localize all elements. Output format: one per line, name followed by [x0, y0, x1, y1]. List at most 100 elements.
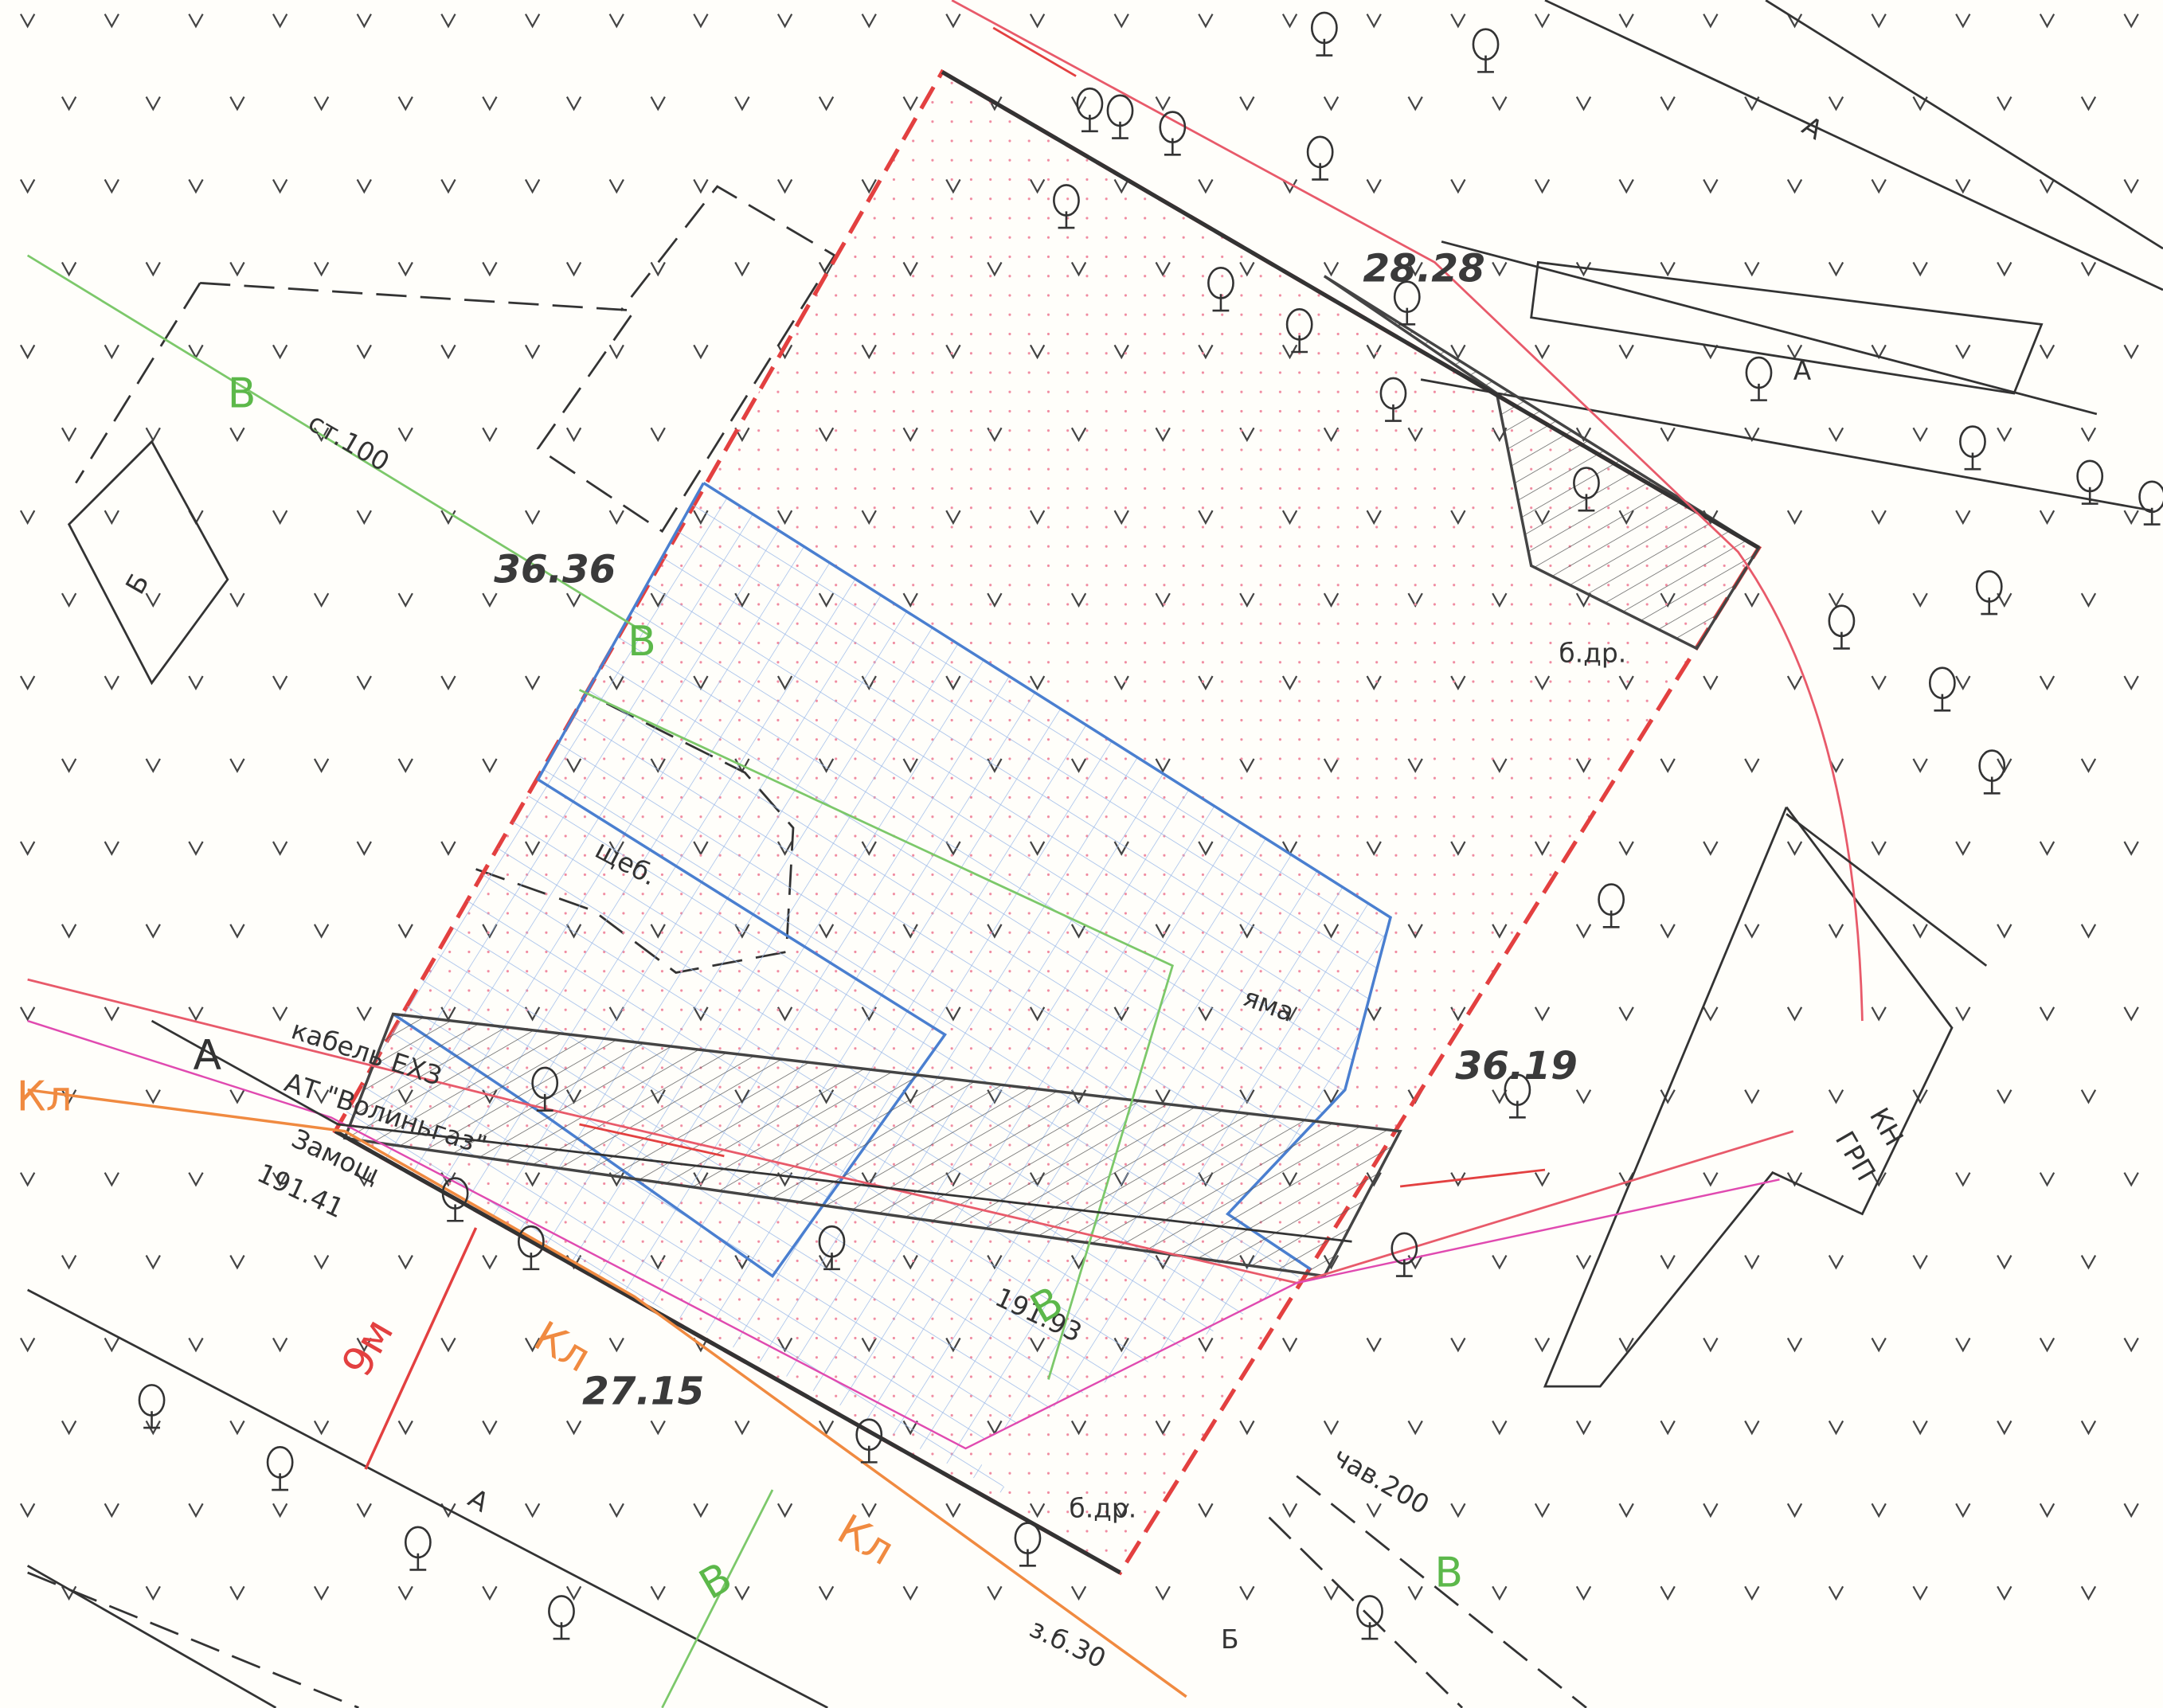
marsh-symbol — [104, 510, 119, 526]
tree-label: б.др. — [1559, 638, 1626, 669]
marsh-symbol — [1575, 1585, 1592, 1601]
distance-label: 9м — [333, 1311, 403, 1385]
marsh-symbol — [1828, 592, 1844, 608]
marsh-symbol — [1407, 261, 1423, 277]
marsh-symbol — [440, 178, 456, 194]
marsh-symbol — [1660, 427, 1676, 443]
trees — [138, 11, 2163, 1640]
marsh-symbol — [1450, 344, 1466, 360]
marsh-symbol — [1912, 261, 1928, 277]
marsh-symbol — [524, 1337, 541, 1353]
parcel-edge — [941, 70, 1760, 550]
marsh-symbol — [818, 1420, 835, 1436]
building-kn — [1543, 806, 1954, 1388]
marsh-symbol — [902, 1585, 918, 1601]
marsh-symbol — [818, 1585, 835, 1601]
side-length: 36.36 — [494, 547, 616, 592]
marsh-symbol — [1407, 1420, 1423, 1436]
marsh-symbol — [1955, 178, 1971, 194]
marsh-symbol — [104, 14, 119, 29]
marsh-symbol — [1660, 1255, 1676, 1270]
marsh-symbol — [1703, 344, 1719, 360]
marsh-symbol — [145, 1420, 161, 1436]
tree-stem — [1981, 597, 1998, 616]
marsh-symbol — [145, 1089, 161, 1104]
tree-stem — [1385, 404, 1402, 422]
marsh-symbol — [272, 1337, 288, 1353]
marsh-symbol — [1281, 1337, 1298, 1353]
marsh-symbol — [104, 1172, 119, 1187]
marsh-symbol — [1575, 1089, 1592, 1104]
tree-crown — [1053, 184, 1080, 217]
marsh-symbol — [19, 14, 36, 29]
marsh-symbol — [1618, 1006, 1634, 1022]
marsh-symbol — [1198, 1503, 1214, 1518]
tree-stem — [143, 1411, 160, 1429]
marsh-symbol — [1450, 178, 1466, 194]
marsh-symbol — [1955, 1006, 1971, 1022]
tree-stem — [1983, 776, 2001, 795]
marsh-symbol — [2123, 178, 2139, 194]
marsh-symbol — [608, 510, 624, 526]
marsh-symbol — [776, 1503, 793, 1518]
marsh-symbol — [1323, 96, 1340, 111]
marsh-symbol — [1450, 1503, 1466, 1518]
marsh-symbol — [19, 675, 36, 690]
distance-arrow — [364, 1227, 478, 1470]
tree-crown — [1310, 11, 1338, 45]
tree-crown — [818, 1225, 846, 1258]
marsh-symbol — [902, 96, 918, 111]
marsh-symbol — [1703, 1337, 1719, 1353]
road-edge — [26, 1288, 828, 1708]
marsh-symbol — [565, 1420, 582, 1436]
marsh-symbol — [1281, 14, 1298, 29]
marsh-symbol — [1618, 1503, 1634, 1518]
marsh-symbol — [1871, 510, 1887, 526]
tree-stem — [1112, 121, 1128, 139]
marsh-symbol — [1997, 1585, 2012, 1601]
marsh-symbol — [1703, 14, 1719, 29]
marsh-symbol — [1407, 1585, 1423, 1601]
marsh-symbol — [1786, 1337, 1803, 1353]
tree-stem — [1316, 38, 1333, 57]
marsh-symbol — [524, 1503, 541, 1518]
marsh-symbol — [1912, 1255, 1928, 1270]
marsh-symbol — [440, 344, 456, 360]
tree-crown — [1306, 135, 1334, 169]
tree-crown — [1928, 666, 1956, 700]
marsh-symbol — [19, 344, 36, 360]
marsh-symbol — [313, 1585, 330, 1601]
marsh-symbol — [1997, 1255, 2012, 1270]
marsh-symbol — [313, 1420, 330, 1436]
marsh-symbol — [861, 1503, 877, 1518]
marsh-symbol — [524, 675, 541, 690]
marsh-symbol — [1828, 96, 1844, 111]
marsh-symbol — [61, 96, 77, 111]
marsh-symbol — [61, 1420, 77, 1436]
marsh-symbol — [2123, 1503, 2139, 1518]
marsh-symbol — [650, 261, 666, 277]
utility-label: В — [228, 369, 256, 417]
tree-stem — [1833, 631, 1850, 650]
marsh-symbol — [1534, 344, 1551, 360]
tree-stem — [536, 1093, 553, 1112]
marsh-symbol — [1450, 1337, 1466, 1353]
marsh-symbol — [440, 675, 456, 690]
marsh-symbol — [524, 344, 541, 360]
marsh-symbol — [104, 1337, 119, 1353]
marsh-symbol — [145, 261, 161, 277]
marsh-symbol — [313, 924, 330, 939]
red-line — [27, 0, 1864, 1284]
marsh-symbol — [313, 96, 330, 111]
marsh-symbol — [229, 1420, 245, 1436]
marsh-symbol — [356, 510, 372, 526]
marsh-symbol — [734, 96, 750, 111]
tree-crown — [2076, 459, 2104, 493]
marsh-symbol — [145, 592, 161, 608]
marsh-symbol — [1744, 96, 1760, 111]
marsh-symbol — [145, 1585, 161, 1601]
marsh-symbol — [61, 427, 77, 443]
marsh-symbol — [1492, 1420, 1508, 1436]
marsh-symbol — [1618, 841, 1634, 856]
